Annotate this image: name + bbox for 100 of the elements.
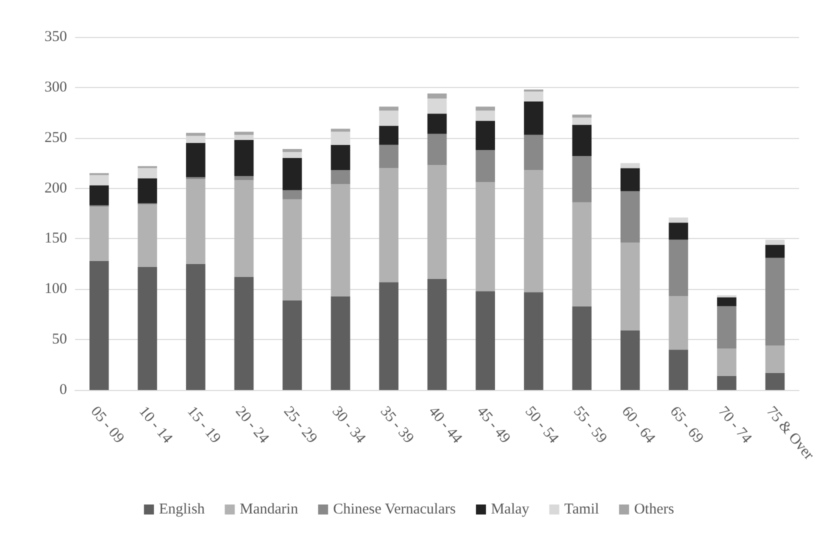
bar	[330, 144, 350, 170]
bar	[572, 306, 592, 390]
bar	[427, 165, 447, 280]
x-tick-label: 30 - 34	[328, 404, 369, 447]
bar	[476, 106, 495, 111]
bar	[620, 330, 640, 390]
x-tick-label: 15 - 19	[184, 404, 224, 447]
bar	[138, 266, 158, 390]
bar	[668, 350, 688, 390]
bar	[620, 242, 640, 330]
legend-label: Others	[634, 502, 674, 518]
x-tick-label: 50 - 54	[522, 404, 562, 447]
y-tick-label: 200	[44, 180, 67, 196]
bar	[717, 306, 736, 349]
x-tick-label: 40 - 44	[425, 404, 466, 447]
bar	[717, 297, 736, 306]
bar	[379, 106, 398, 111]
y-tick-label: 100	[44, 281, 67, 298]
y-tick-label: 50	[52, 332, 67, 348]
y-tick-label: 150	[44, 230, 67, 247]
bar	[620, 191, 640, 243]
bar	[89, 260, 109, 390]
x-tick-label: 45 - 49	[473, 404, 514, 447]
x-tick-label: 65 - 69	[666, 404, 706, 447]
bar	[138, 168, 158, 178]
bar	[282, 148, 302, 152]
bar	[765, 244, 785, 258]
bar	[234, 132, 254, 135]
x-tick-label: 60 - 64	[618, 404, 658, 447]
bar	[620, 168, 640, 192]
legend-label: Chinese Vernaculars	[333, 502, 456, 518]
bar	[330, 128, 350, 132]
bar	[330, 296, 350, 390]
x-tick-label: 35 - 39	[376, 404, 416, 447]
bar	[282, 158, 302, 190]
bar	[717, 348, 736, 376]
x-tick-label: 10 - 14	[136, 404, 176, 447]
bar	[282, 199, 302, 300]
bar	[572, 202, 592, 306]
bar	[476, 110, 495, 121]
y-tick-label: 0	[60, 382, 67, 398]
x-tick-label: 70 - 74	[714, 404, 755, 447]
bar	[379, 126, 398, 145]
bar	[717, 376, 736, 390]
bar	[138, 178, 158, 204]
bar	[379, 144, 398, 168]
bar	[234, 176, 254, 180]
bar	[234, 180, 254, 278]
bar	[379, 110, 398, 126]
legend-label: Mandarin	[240, 502, 299, 518]
bar	[427, 114, 447, 134]
bar	[765, 346, 785, 373]
bar	[234, 140, 254, 176]
legend-label: English	[158, 502, 206, 518]
bar	[476, 291, 495, 390]
bar	[379, 168, 398, 282]
bar	[620, 163, 640, 168]
bar	[186, 132, 206, 136]
bar	[476, 120, 495, 150]
bar	[524, 102, 544, 135]
bar	[427, 279, 447, 390]
bar	[186, 264, 206, 390]
bar	[572, 118, 592, 125]
bar	[138, 204, 158, 267]
bar	[572, 114, 592, 118]
bar	[186, 142, 206, 178]
bar	[765, 258, 785, 346]
bar	[476, 150, 495, 182]
bar	[282, 152, 302, 158]
bar	[282, 190, 302, 200]
legend-label: Malay	[490, 502, 530, 518]
bar	[330, 184, 350, 296]
bar	[282, 300, 302, 390]
bar	[668, 296, 688, 350]
x-tick-label: 05 - 09	[87, 404, 127, 447]
bar	[427, 134, 447, 166]
bar	[572, 156, 592, 202]
bar	[379, 282, 398, 390]
bar	[668, 222, 688, 240]
x-tick-label: 25 - 29	[280, 404, 320, 447]
bar	[427, 93, 447, 99]
bar	[427, 98, 447, 114]
x-tick-label: 20 - 24	[232, 404, 272, 447]
bar	[572, 124, 592, 156]
bar	[668, 240, 688, 296]
bar	[89, 175, 109, 186]
bar	[524, 91, 544, 102]
bar	[524, 292, 544, 390]
y-tick-label: 350	[44, 29, 67, 45]
bar	[89, 185, 109, 206]
bar	[476, 182, 495, 292]
bar	[330, 170, 350, 184]
bar	[186, 179, 206, 264]
bar	[234, 277, 254, 390]
bar	[89, 206, 109, 261]
bar	[765, 372, 785, 390]
bar	[524, 170, 544, 292]
legend-label: Tamil	[564, 502, 600, 518]
x-tick-label: 55 - 59	[570, 404, 610, 447]
bar	[524, 134, 544, 170]
